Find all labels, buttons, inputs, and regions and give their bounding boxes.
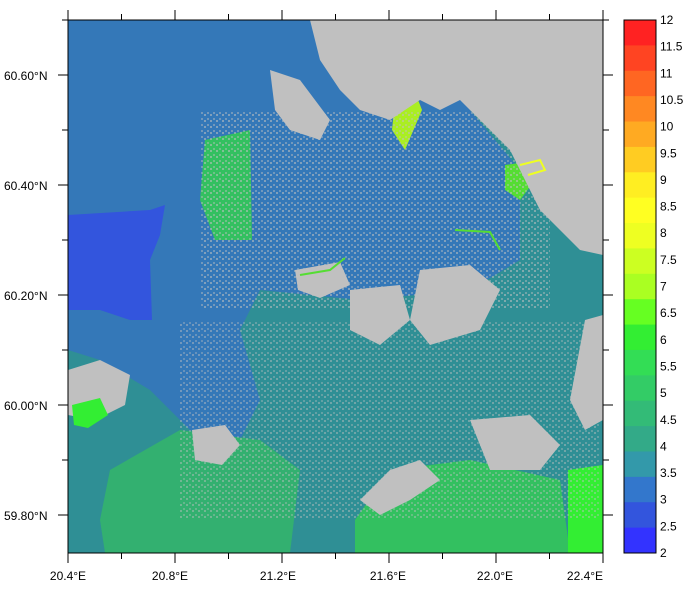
lon-label: 20.4°E <box>50 569 86 583</box>
archipelago-speckle-south <box>180 320 600 520</box>
colorbar-label: 7 <box>660 280 667 294</box>
colorbar-segment <box>624 299 656 326</box>
colorbar-label: 2.5 <box>660 519 677 533</box>
water-deep-west <box>68 205 165 320</box>
lon-label: 21.6°E <box>370 569 406 583</box>
lat-label: 60.60°N <box>4 69 48 83</box>
colorbar-segment <box>624 400 656 427</box>
land-northeast <box>310 20 603 255</box>
lat-label: 60.20°N <box>4 289 48 303</box>
lon-label: 20.8°E <box>152 569 188 583</box>
lon-label: 21.2°E <box>260 569 296 583</box>
colorbar-segment <box>624 273 656 300</box>
lat-label: 59.80°N <box>4 509 48 523</box>
colorbar-label: 5.5 <box>660 359 677 373</box>
water-bright-west <box>72 398 108 428</box>
colorbar-segment <box>624 527 656 554</box>
colorbar: 12 11.5 11 10.5 10 9.5 9 8.5 8 7.5 7 6.5 6 5.5 5 4.5 4 3.… <box>623 13 684 560</box>
colorbar-label: 8 <box>660 226 667 240</box>
colorbar-label: 2 <box>660 546 667 560</box>
colorbar-label: 11 <box>660 66 673 80</box>
colorbar-label: 11.5 <box>660 40 683 54</box>
lat-label: 60.40°N <box>4 179 48 193</box>
colorbar-label: 3.5 <box>660 466 677 480</box>
axis-ticks <box>58 10 613 563</box>
colorbar-segment <box>624 476 656 503</box>
colorbar-segment <box>624 121 656 148</box>
colorbar-segment <box>624 248 656 275</box>
colorbar-frame <box>623 19 657 554</box>
colorbar-segment <box>624 375 656 402</box>
archipelago-speckle-north <box>200 110 550 310</box>
colorbar-label: 6 <box>660 333 667 347</box>
colorbar-label: 5 <box>660 386 667 400</box>
colorbar-label: 10 <box>660 120 674 134</box>
colorbar-segment <box>624 70 656 97</box>
colorbar-label: 9.5 <box>660 146 677 160</box>
colorbar-segment <box>624 223 656 249</box>
colorbar-label: 4 <box>660 439 667 453</box>
colorbar-label: 6.5 <box>660 306 677 320</box>
colorbar-segment <box>624 146 656 173</box>
colorbar-segment <box>624 426 656 452</box>
map-plot-area <box>68 20 603 553</box>
colorbar-segment <box>624 324 656 351</box>
colorbar-segment <box>624 45 656 72</box>
colorbar-label: 8.5 <box>660 200 677 214</box>
lon-label: 22.4°E <box>567 569 603 583</box>
colorbar-label: 10.5 <box>660 93 684 107</box>
lon-label: 22.0°E <box>477 569 513 583</box>
channel-yellow <box>519 158 547 176</box>
colorbar-label: 9 <box>660 173 667 187</box>
channel-green <box>299 229 501 276</box>
colorbar-segment <box>624 502 656 529</box>
colorbar-segment <box>624 451 656 478</box>
colorbar-label: 4.5 <box>660 413 677 427</box>
colorbar-segment <box>624 96 656 123</box>
lat-label: 60.00°N <box>4 399 48 413</box>
colorbar-label: 12 <box>660 13 674 27</box>
colorbar-segment <box>624 20 656 46</box>
colorbar-segment <box>624 197 656 224</box>
colorbar-segment <box>624 172 656 199</box>
colorbar-label: 7.5 <box>660 253 677 267</box>
colorbar-segment <box>624 349 656 376</box>
colorbar-label: 3 <box>660 493 667 507</box>
